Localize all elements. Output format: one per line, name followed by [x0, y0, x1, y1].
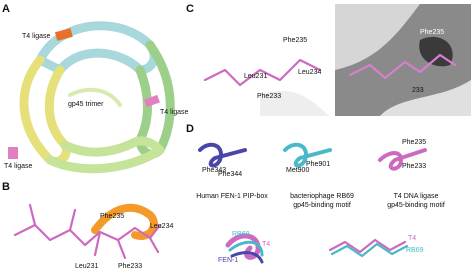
- panel-a: A T4 ligase gp45 trimer T4 ligase T4 lig…: [2, 3, 189, 174]
- residue: Leu234: [298, 69, 321, 76]
- ligase-helix: [8, 147, 18, 159]
- residue: Met900: [286, 167, 309, 174]
- ribbon: [198, 142, 247, 168]
- ribbon: [378, 148, 427, 171]
- panel-label: D: [186, 123, 194, 135]
- surface: [260, 90, 330, 116]
- overlay-label: RB69: [232, 231, 250, 238]
- panel-label: B: [2, 181, 10, 193]
- stick: [13, 223, 162, 247]
- caption: bacteriophage RB69: [290, 193, 354, 200]
- panel-c: C Phe235 Leu231 Leu234 Phe233 Phe235 233: [186, 3, 471, 116]
- ribbon: [19, 55, 71, 166]
- ribbon: [283, 142, 332, 168]
- residue: Leu231: [75, 263, 98, 270]
- panel-b: B Phe235 Leu234 Leu231 Phe233: [2, 181, 173, 270]
- stick: [330, 242, 409, 258]
- residue: Phe235: [100, 213, 124, 220]
- stick: [348, 53, 457, 80]
- residue: Phe233: [257, 93, 281, 100]
- ribbon: [35, 21, 159, 75]
- residue: Phe235: [402, 139, 426, 146]
- annotation: gp45 trimer: [68, 101, 104, 108]
- stick: [328, 238, 407, 254]
- annotation: T4 ligase: [4, 163, 33, 170]
- overlay-label: T4: [408, 235, 416, 242]
- surface: [380, 80, 471, 116]
- residue: Leu234: [150, 223, 173, 230]
- panel-label: C: [186, 3, 194, 15]
- panel-d: D Phe343 Phe344 Met900 Phe901 Phe235 Phe…: [186, 123, 445, 264]
- residue: Phe344: [218, 171, 242, 178]
- ligase-helix: [54, 28, 73, 41]
- residue: Phe901: [306, 161, 330, 168]
- annotation: T4 ligase: [160, 109, 189, 116]
- captions: Human FEN-1 PIP-box bacteriophage RB69 gp4…: [196, 193, 445, 209]
- ribbon: [45, 136, 165, 174]
- residue: Phe343: [202, 167, 226, 174]
- residue: Phe233: [402, 163, 426, 170]
- ligase-helix: [144, 94, 160, 108]
- ribbon: [225, 233, 261, 260]
- residue: Phe235: [283, 37, 307, 44]
- caption: Human FEN-1 PIP-box: [196, 193, 268, 200]
- overlay-label: RB69: [406, 247, 424, 254]
- ribbon: [91, 203, 158, 240]
- caption: gp45-binding motif: [387, 202, 445, 209]
- ribbon: [68, 87, 122, 107]
- stick: [203, 58, 322, 87]
- residue: Phe235: [420, 29, 444, 36]
- overlay-label: FEN-1: [218, 257, 238, 264]
- annotation: T4 ligase: [22, 33, 51, 40]
- panel-label: A: [2, 3, 10, 15]
- ribbon: [228, 240, 264, 257]
- residue: 233: [412, 87, 424, 94]
- ribbon: [230, 251, 264, 264]
- surface: [335, 4, 420, 70]
- stick: [28, 203, 160, 260]
- residue: Leu231: [244, 73, 267, 80]
- caption: gp45-binding motif: [293, 202, 351, 209]
- residue: Phe233: [118, 263, 142, 270]
- caption: T4 DNA ligase: [394, 193, 439, 200]
- overlay-label: T4: [262, 241, 270, 248]
